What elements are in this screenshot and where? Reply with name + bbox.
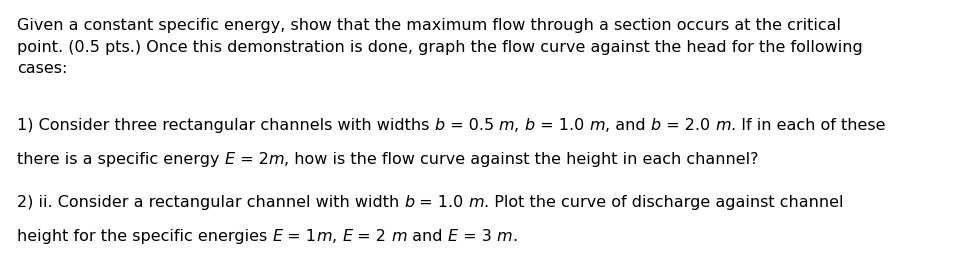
Text: 1) Consider three rectangular channels with widths: 1) Consider three rectangular channels w… bbox=[17, 118, 434, 133]
Text: m: m bbox=[468, 195, 485, 210]
Text: b: b bbox=[404, 195, 415, 210]
Text: 2) ii. Consider a rectangular channel with width: 2) ii. Consider a rectangular channel wi… bbox=[17, 195, 404, 210]
Text: m: m bbox=[715, 118, 730, 133]
Text: b: b bbox=[651, 118, 661, 133]
Text: , how is the flow curve against the height in each channel?: , how is the flow curve against the heig… bbox=[284, 152, 759, 167]
Text: = 2: = 2 bbox=[235, 152, 269, 167]
Text: E: E bbox=[272, 229, 283, 244]
Text: . Plot the curve of discharge against channel: . Plot the curve of discharge against ch… bbox=[485, 195, 844, 210]
Text: there is a specific energy: there is a specific energy bbox=[17, 152, 225, 167]
Text: b: b bbox=[525, 118, 534, 133]
Text: E: E bbox=[342, 229, 353, 244]
Text: = 2.0: = 2.0 bbox=[661, 118, 715, 133]
Text: = 1: = 1 bbox=[283, 229, 316, 244]
Text: E: E bbox=[225, 152, 235, 167]
Text: Given a constant specific energy, show that the maximum flow through a section o: Given a constant specific energy, show t… bbox=[17, 18, 862, 76]
Text: = 2: = 2 bbox=[353, 229, 392, 244]
Text: height for the specific energies: height for the specific energies bbox=[17, 229, 272, 244]
Text: and: and bbox=[407, 229, 447, 244]
Text: .: . bbox=[512, 229, 517, 244]
Text: = 1.0: = 1.0 bbox=[415, 195, 468, 210]
Text: ,: , bbox=[332, 229, 342, 244]
Text: m: m bbox=[499, 118, 514, 133]
Text: m: m bbox=[392, 229, 407, 244]
Text: , and: , and bbox=[605, 118, 651, 133]
Text: ,: , bbox=[514, 118, 525, 133]
Text: m: m bbox=[316, 229, 332, 244]
Text: m: m bbox=[497, 229, 512, 244]
Text: . If in each of these: . If in each of these bbox=[730, 118, 885, 133]
Text: b: b bbox=[434, 118, 445, 133]
Text: E: E bbox=[447, 229, 458, 244]
Text: = 1.0: = 1.0 bbox=[534, 118, 589, 133]
Text: = 0.5: = 0.5 bbox=[445, 118, 499, 133]
Text: = 3: = 3 bbox=[458, 229, 497, 244]
Text: m: m bbox=[269, 152, 284, 167]
Text: m: m bbox=[589, 118, 605, 133]
